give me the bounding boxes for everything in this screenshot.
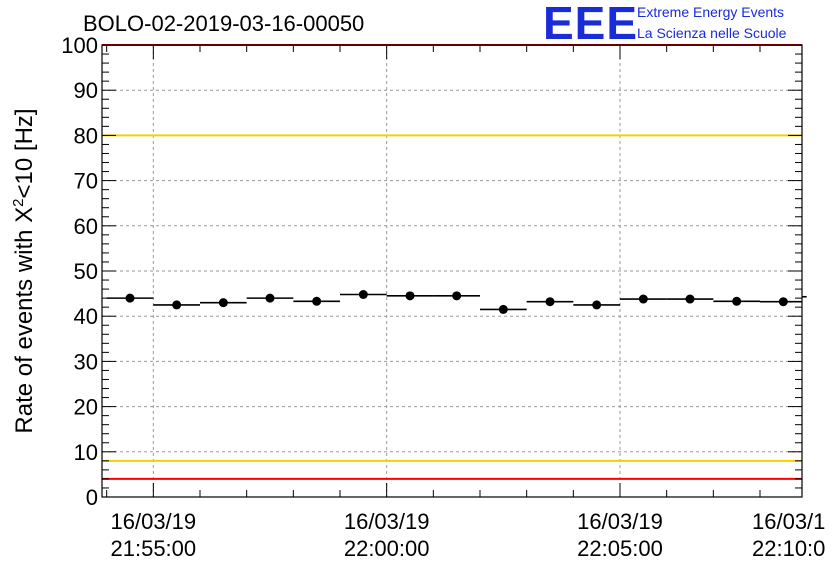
x-tick-label-date: 16/03/1 <box>752 509 825 534</box>
data-point <box>358 290 368 300</box>
y-tick-label: 30 <box>74 349 98 374</box>
y-tick-label: 60 <box>74 214 98 239</box>
y-tick-label: 10 <box>74 440 98 465</box>
data-point <box>452 291 462 301</box>
x-tick-label-date: 16/03/19 <box>344 509 430 534</box>
x-tick-label-time: 22:05:00 <box>577 536 663 561</box>
data-point <box>545 297 555 307</box>
x-tick-label-time: 22:10:0 <box>752 536 825 561</box>
data-point <box>685 294 695 304</box>
x-tick-label-time: 21:55:00 <box>111 536 197 561</box>
data-point <box>405 291 415 301</box>
x-tick-labels: 16/03/1921:55:0016/03/1922:00:0016/03/19… <box>111 509 826 561</box>
y-tick-label: 100 <box>61 33 98 58</box>
eee-logo-mark: EEE <box>543 0 639 49</box>
x-tick-label-date: 16/03/19 <box>577 509 663 534</box>
x-tick-label-time: 22:00:00 <box>344 536 430 561</box>
data-point <box>498 304 508 314</box>
y-tick-label: 40 <box>74 304 98 329</box>
grid-lines <box>102 45 802 497</box>
y-axis-label: Rate of events with X2<10 [Hz] <box>10 108 38 433</box>
y-axis-label-rest: <10 [Hz] <box>11 108 38 198</box>
y-axis-label-base: Rate of events with X <box>11 207 38 434</box>
data-point <box>125 293 135 303</box>
data-point <box>172 300 182 310</box>
logo-text-line1: Extreme Energy Events <box>637 4 785 20</box>
axis-ticks <box>102 44 802 498</box>
data-point <box>312 296 322 306</box>
chart-title: BOLO-02-2019-03-16-00050 <box>83 11 364 36</box>
data-point <box>265 293 275 303</box>
y-tick-labels: 0 10 20 30 40 50 60 70 80 90 100 <box>61 33 98 510</box>
data-point <box>218 298 228 308</box>
y-tick-label: 20 <box>74 395 98 420</box>
y-tick-label: 90 <box>74 78 98 103</box>
logo-text-line2: La Scienza nelle Scuole <box>637 25 787 41</box>
data-point <box>778 297 788 307</box>
data-point <box>592 300 602 310</box>
data-point <box>732 296 742 306</box>
data-points <box>106 290 807 314</box>
y-tick-label: 70 <box>74 169 98 194</box>
y-tick-label: 0 <box>86 485 98 510</box>
y-tick-label: 50 <box>74 259 98 284</box>
y-tick-label: 80 <box>74 123 98 148</box>
data-point <box>638 294 648 304</box>
x-tick-label-date: 16/03/19 <box>111 509 197 534</box>
y-axis-label-superscript: 2 <box>10 198 27 206</box>
